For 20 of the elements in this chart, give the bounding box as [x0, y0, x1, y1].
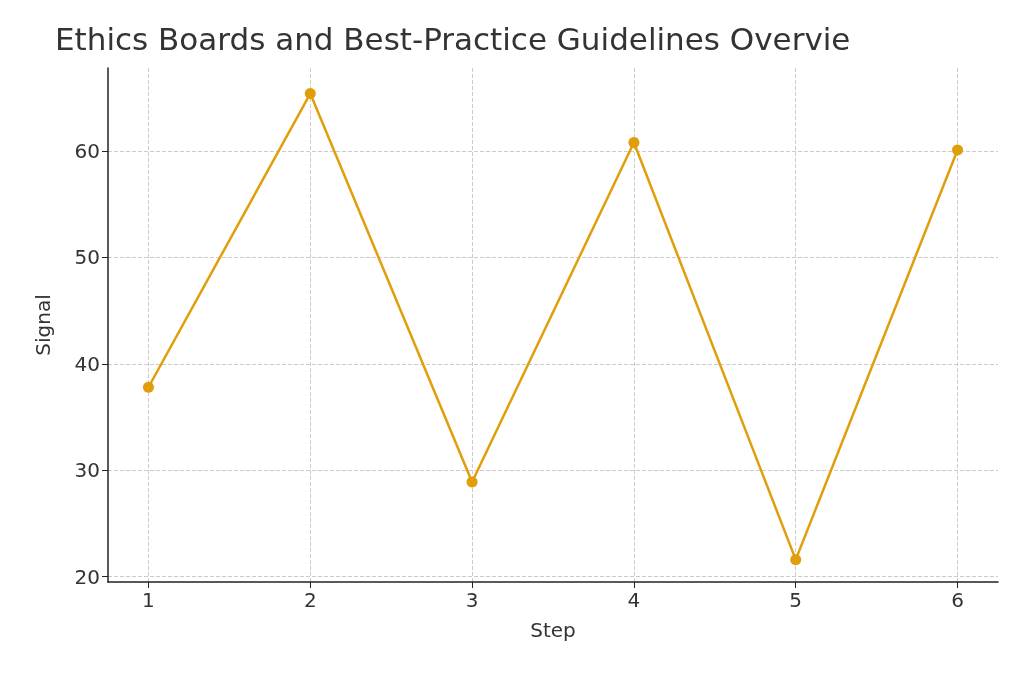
y-tick-label: 20 — [74, 564, 100, 589]
chart-title: Ethics Boards and Best-Practice Guidelines Overvie — [55, 20, 851, 57]
y-tick-label: 40 — [74, 351, 100, 376]
x-tick-label: 1 — [142, 588, 155, 612]
y-axis-title: Signal — [31, 294, 55, 356]
y-tick-label: 60 — [74, 139, 100, 164]
y-tick-label: 30 — [74, 458, 100, 483]
y-tick-label: 50 — [74, 245, 100, 270]
x-axis-title: Step — [530, 618, 576, 642]
x-tick-label: 2 — [303, 588, 317, 612]
point — [466, 476, 478, 488]
x-tick-label: 5 — [789, 588, 803, 612]
x-tick-label: 4 — [627, 588, 641, 612]
x-tick-label: 3 — [465, 588, 479, 612]
point — [952, 144, 964, 156]
point — [790, 554, 802, 566]
x-tick-label: 6 — [951, 588, 964, 612]
point — [628, 137, 640, 148]
point — [142, 381, 154, 393]
point — [304, 88, 316, 100]
